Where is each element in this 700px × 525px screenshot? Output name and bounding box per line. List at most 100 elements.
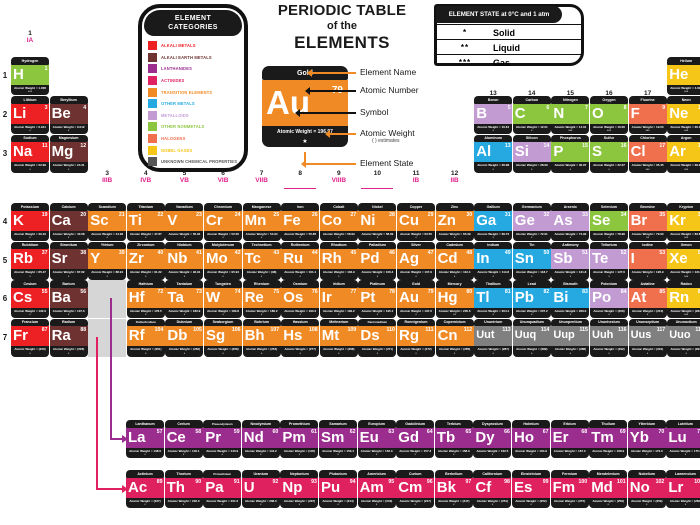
- element-cell-tl[interactable]: Thallium Tl 81 Atomic Weight = 204.4 *: [474, 280, 513, 318]
- element-cell-ag[interactable]: Silver Ag 47 Atomic Weight = 107.9 *: [397, 241, 435, 280]
- element-cell-s[interactable]: Sulfur S 16 Atomic Weight = 32.07 *: [590, 134, 628, 173]
- element-cell-tc[interactable]: Technetium Tc 43 Atomic Weight = (98) *: [242, 241, 281, 280]
- element-cell-ca[interactable]: Calcium Ca 20 Atomic Weight = 40.08 *: [49, 203, 88, 241]
- element-cell-ga[interactable]: Gallium Ga 31 Atomic Weight = 69.72 *: [474, 203, 513, 241]
- element-cell-rb[interactable]: Rubidium Rb 37 Atomic Weight = 85.47 *: [11, 241, 49, 280]
- element-cell-al[interactable]: Aluminum Al 13 Atomic Weight = 26.98 *: [474, 134, 513, 173]
- element-cell-cl[interactable]: Chlorine Cl 17 Atomic Weight = 35.45 ***: [628, 134, 667, 173]
- element-cell-np[interactable]: Neptunium Np 93 Atomic Weight = (237) *: [280, 470, 319, 508]
- element-cell-ru[interactable]: Ruthenium Ru 44 Atomic Weight = 101.1 *: [281, 241, 320, 280]
- element-cell-f[interactable]: Fluorine F 9 Atomic Weight = 19.00 ***: [628, 96, 667, 134]
- element-cell-sm[interactable]: Samarium Sm 62 Atomic Weight = 150.4 *: [319, 420, 357, 458]
- element-cell-zn[interactable]: Zinc Zn 30 Atomic Weight = 65.39 *: [435, 203, 474, 241]
- element-cell-v[interactable]: Vanadium V 23 Atomic Weight = 50.94 *: [165, 203, 204, 241]
- element-cell-ac[interactable]: Actinium Ac 89 Atomic Weight = (227) *: [126, 470, 164, 508]
- element-cell-ni[interactable]: Nickel Ni 28 Atomic Weight = 58.69 *: [358, 203, 397, 241]
- element-cell-h[interactable]: Hydrogen H 1 Atomic Weight = 1.008 ***: [11, 57, 49, 95]
- element-cell-c[interactable]: Carbon C 6 Atomic Weight = 12.01 *: [512, 96, 551, 134]
- element-cell-sb[interactable]: Antimony Sb 51 Atomic Weight = 121.8 *: [551, 241, 590, 280]
- element-cell-i[interactable]: Iodine I 53 Atomic Weight = 126.9 *: [628, 241, 667, 280]
- element-cell-nb[interactable]: Niobium Nb 41 Atomic Weight = 92.91 *: [165, 241, 204, 280]
- element-cell-cn[interactable]: Copernicium Cn 112 Atomic Weight = (285) *: [435, 318, 474, 357]
- element-cell-li[interactable]: Lithium Li 3 Atomic Weight = 6.941 *: [11, 96, 49, 134]
- element-cell-os[interactable]: Osmium Os 76 Atomic Weight = 190.2 *: [281, 280, 320, 318]
- element-cell-rf[interactable]: Rutherfordium Rf 104 Atomic Weight = (261) *: [126, 318, 165, 357]
- element-cell-cu[interactable]: Copper Cu 29 Atomic Weight = 63.55 *: [397, 203, 435, 241]
- element-cell-o[interactable]: Oxygen O 8 Atomic Weight = 16.00 ***: [590, 96, 628, 134]
- element-cell-pt[interactable]: Platinum Pt 78 Atomic Weight = 195.1 *: [358, 280, 397, 318]
- element-cell-te[interactable]: Tellurium Te 52 Atomic Weight = 127.6 *: [590, 241, 628, 280]
- element-cell-nd[interactable]: Neodymium Nd 60 Atomic Weight = 144.2 *: [241, 420, 280, 458]
- element-cell-rg[interactable]: Roentgenium Rg 111 Atomic Weight = (272) *: [397, 318, 435, 357]
- element-cell-hs[interactable]: Hassium Hs 108 Atomic Weight = (277) *: [281, 318, 320, 357]
- element-cell-fe[interactable]: Iron Fe 26 Atomic Weight = 55.85 *: [281, 203, 320, 241]
- element-cell-at[interactable]: Astatine At 85 Atomic Weight = (210) *: [628, 280, 667, 318]
- element-cell-uut[interactable]: Ununtrium Uut 113 Atomic Weight = (287) *: [474, 318, 513, 357]
- element-cell-w[interactable]: Tungsten W 74 Atomic Weight = 183.8 *: [204, 280, 242, 318]
- element-cell-pd[interactable]: Palladium Pd 46 Atomic Weight = 106.4 *: [358, 241, 397, 280]
- element-cell-tb[interactable]: Terbium Tb 65 Atomic Weight = 158.9 *: [434, 420, 473, 458]
- element-cell-dy[interactable]: Dysprosium Dy 66 Atomic Weight = 162.5 *: [473, 420, 512, 458]
- element-cell-n[interactable]: Nitrogen N 7 Atomic Weight = 14.01 ***: [551, 96, 590, 134]
- element-cell-as[interactable]: Arsenic As 33 Atomic Weight = 74.92 *: [551, 203, 590, 241]
- element-cell-es[interactable]: Einsteinium Es 99 Atomic Weight = (252) *: [512, 470, 550, 508]
- element-cell-am[interactable]: Americium Am 95 Atomic Weight = (243) *: [357, 470, 396, 508]
- element-cell-br[interactable]: Bromine Br 35 Atomic Weight = 79.90 **: [628, 203, 667, 241]
- element-cell-ce[interactable]: Cerium Ce 58 Atomic Weight = 140.1 *: [164, 420, 203, 458]
- element-cell-ir[interactable]: Iridium Ir 77 Atomic Weight = 192.2 *: [319, 280, 358, 318]
- element-cell-k[interactable]: Potassium K 19 Atomic Weight = 39.10 *: [11, 203, 49, 241]
- element-cell-zr[interactable]: Zirconium Zr 40 Atomic Weight = 91.22 *: [126, 241, 165, 280]
- element-cell-fr[interactable]: Francium Fr 87 Atomic Weight = (223) *: [11, 318, 49, 357]
- element-cell-b[interactable]: Boron B 5 Atomic Weight = 10.81 *: [474, 96, 513, 134]
- element-cell-fm[interactable]: Fermium Fm 100 Atomic Weight = (257) *: [550, 470, 589, 508]
- element-cell-rh[interactable]: Rhodium Rh 45 Atomic Weight = 102.9 *: [319, 241, 358, 280]
- element-cell-th[interactable]: Thorium Th 90 Atomic Weight = 232.0 *: [164, 470, 203, 508]
- element-cell-mn[interactable]: Manganese Mn 25 Atomic Weight = 54.94 *: [242, 203, 281, 241]
- element-cell-bh[interactable]: Bohrium Bh 107 Atomic Weight = (264) *: [242, 318, 281, 357]
- element-cell-tm[interactable]: Thulium Tm 69 Atomic Weight = 168.9 *: [589, 420, 628, 458]
- element-cell-pa[interactable]: Protactinium Pa 91 Atomic Weight = 231.0 *: [203, 470, 242, 508]
- element-cell-db[interactable]: Dubnium Db 105 Atomic Weight = (262) *: [165, 318, 204, 357]
- element-cell-ra[interactable]: Radium Ra 88 Atomic Weight = (226) *: [49, 318, 88, 357]
- element-cell-se[interactable]: Selenium Se 34 Atomic Weight = 78.96 *: [590, 203, 628, 241]
- element-cell-sn[interactable]: Tin Sn 50 Atomic Weight = 118.7 *: [512, 241, 551, 280]
- element-cell-pu[interactable]: Plutonium Pu 94 Atomic Weight = (244) *: [319, 470, 357, 508]
- element-cell-cm[interactable]: Curium Cm 96 Atomic Weight = (247) *: [396, 470, 435, 508]
- element-cell-md[interactable]: Mendelevium Md 101 Atomic Weight = (258) *: [589, 470, 628, 508]
- element-cell-co[interactable]: Cobalt Co 27 Atomic Weight = 58.93 *: [319, 203, 358, 241]
- element-cell-si[interactable]: Silicon Si 14 Atomic Weight = 28.09 *: [512, 134, 551, 173]
- element-cell-hg[interactable]: Mercury Hg 80 Atomic Weight = 200.6 **: [435, 280, 474, 318]
- element-cell-pb[interactable]: Lead Pb 82 Atomic Weight = 207.2 *: [512, 280, 551, 318]
- element-cell-mg[interactable]: Magnesium Mg 12 Atomic Weight = 24.31 *: [49, 134, 88, 173]
- element-cell-p[interactable]: Phosphorus P 15 Atomic Weight = 30.97 *: [551, 134, 590, 173]
- element-cell-bk[interactable]: Berkelium Bk 97 Atomic Weight = (247) *: [434, 470, 473, 508]
- element-cell-uus[interactable]: Ununseptium Uus 117 Atomic Weight = (291) *: [628, 318, 667, 357]
- element-cell-mt[interactable]: Meitnerium Mt 109 Atomic Weight = (268) *: [319, 318, 358, 357]
- element-cell-yb[interactable]: Ytterbium Yb 70 Atomic Weight = 173.0 *: [627, 420, 666, 458]
- element-cell-he[interactable]: HeliumHe2Atomic Weight = 4.003***: [667, 57, 700, 95]
- element-cell-hf[interactable]: Hafnium Hf 72 Atomic Weight = 178.5 *: [126, 280, 165, 318]
- element-cell-sr[interactable]: Strontium Sr 38 Atomic Weight = 87.62 *: [49, 241, 88, 280]
- element-cell-uuo[interactable]: Ununoctium Uuo 118 Atomic Weight = (293)*: [667, 318, 700, 357]
- element-cell-uup[interactable]: Ununpentium Uup 115 Atomic Weight = (288) *: [551, 318, 590, 357]
- element-cell-bi[interactable]: Bismuth Bi 83 Atomic Weight = 209.0 *: [551, 280, 590, 318]
- element-cell-cs[interactable]: Cesium Cs 55 Atomic Weight = 132.9 *: [11, 280, 49, 318]
- element-cell-au[interactable]: Gold Au 79 Atomic Weight = 197.0 *: [397, 280, 435, 318]
- element-cell-ge[interactable]: Germanium Ge 32 Atomic Weight = 72.61 *: [512, 203, 551, 241]
- element-cell-cf[interactable]: Californium Cf 98 Atomic Weight = (251) *: [473, 470, 512, 508]
- element-cell-uuq[interactable]: Ununquadium Uuq 114 Atomic Weight = (289) *: [512, 318, 551, 357]
- element-cell-ti[interactable]: Titanium Ti 22 Atomic Weight = 47.87 *: [126, 203, 165, 241]
- element-cell-ho[interactable]: Holmium Ho 67 Atomic Weight = 164.9 *: [512, 420, 550, 458]
- element-cell-u[interactable]: Uranium U 92 Atomic Weight = 238.0 *: [241, 470, 280, 508]
- element-cell-pm[interactable]: Promethium Pm 61 Atomic Weight = (145) *: [280, 420, 319, 458]
- element-cell-pr[interactable]: Praseodymium Pr 59 Atomic Weight = 140.9 *: [203, 420, 242, 458]
- element-cell-be[interactable]: Beryllium Be 4 Atomic Weight = 9.012 *: [49, 96, 88, 134]
- element-cell-no[interactable]: Nobelium No 102 Atomic Weight = (259) *: [627, 470, 666, 508]
- element-cell-na[interactable]: Sodium Na 11 Atomic Weight = 22.99 *: [11, 134, 49, 173]
